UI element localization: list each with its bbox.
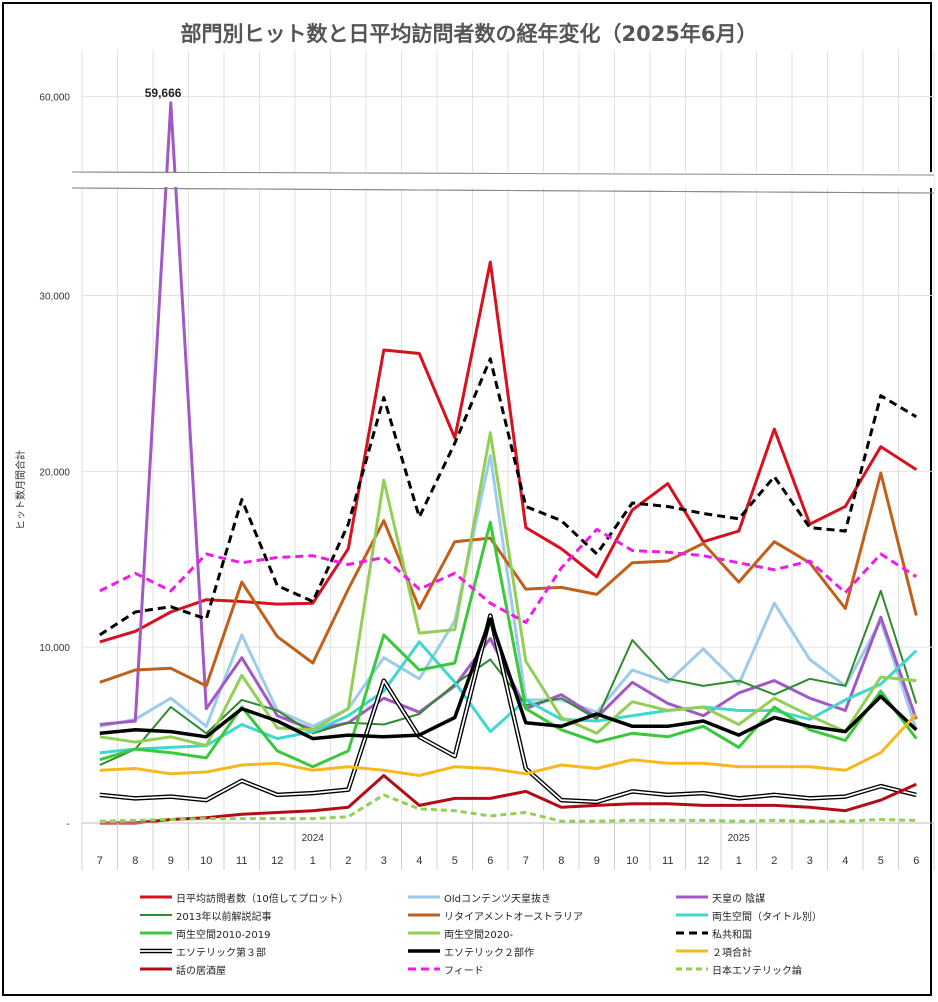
x-tick-label: 5: [878, 855, 884, 867]
legend-label: 両生空間2020-: [444, 930, 514, 941]
year-label: 2025: [728, 833, 751, 844]
y-tick-label: 20,000: [39, 467, 70, 478]
legend-label: フィード: [444, 966, 484, 977]
legend-swatch: [140, 931, 172, 935]
year-label: 2024: [302, 833, 325, 844]
series-line: [99, 527, 918, 624]
legend-label: 天皇の 陰謀: [712, 894, 766, 905]
legend-label: 2013年以前解説記事: [176, 912, 272, 923]
series-line: [99, 617, 918, 741]
x-tick-label: 8: [558, 855, 564, 867]
legend-swatch: [676, 967, 708, 971]
x-tick-label: 7: [97, 855, 103, 867]
y-tick-label: -: [67, 819, 70, 830]
x-tick-label: 8: [132, 855, 138, 867]
x-tick-label: 6: [913, 855, 919, 867]
x-tick-label: 5: [452, 855, 458, 867]
legend-swatch: [408, 913, 440, 917]
series-line: [99, 712, 918, 777]
x-tick-label: 1: [310, 855, 316, 867]
x-tick-label: 12: [697, 855, 709, 867]
chart-title: 部門別ヒット数と日平均訪問者数の経年変化（2025年6月）: [180, 22, 758, 46]
legend-swatch: [408, 967, 440, 971]
legend-swatch: [408, 895, 440, 899]
legend-swatch: [140, 895, 172, 899]
series-lines: [71, 101, 935, 825]
y-tick-label: 10,000: [39, 643, 70, 654]
series-line: [99, 471, 918, 688]
legend-label: リタイアメントオーストラリア: [444, 912, 583, 923]
legend-swatch: [140, 948, 172, 954]
legend-label: 両生空間（タイトル別）: [712, 912, 822, 923]
x-tick-label: 2: [771, 855, 777, 867]
legend-label: 両生空間2010-2019: [176, 930, 271, 941]
x-tick-label: 9: [168, 855, 174, 867]
x-tick-label: 3: [381, 855, 387, 867]
series-line: [99, 793, 917, 823]
legend-label: 日平均訪問者数（10倍してプロット）: [176, 894, 349, 905]
series-line: [99, 614, 917, 803]
legend-label: エソテリック第３部: [176, 948, 266, 959]
x-tick-label: 9: [594, 855, 600, 867]
legend-swatch: [676, 913, 708, 917]
series-line: [98, 357, 918, 637]
x-tick-label: 10: [200, 855, 212, 867]
series-line: [99, 431, 917, 748]
x-tick-label: 11: [662, 855, 673, 867]
x-tick-label: 3: [807, 855, 813, 867]
x-tick-label: 7: [523, 855, 529, 867]
legend-label: Oldコンテンツ天皇抜き: [444, 894, 551, 905]
series-line: [99, 774, 917, 825]
legend-swatch: [408, 949, 440, 953]
x-tick-label: 1: [736, 855, 742, 867]
legend-label: 話の居酒屋: [176, 966, 226, 977]
legend-label: エソテリック２部作: [444, 948, 534, 959]
legend-swatch: [676, 895, 708, 899]
x-tick-label: 12: [271, 855, 283, 867]
y-tick-label: 60,000: [39, 93, 70, 104]
x-tick-label: 10: [626, 855, 638, 867]
legend-swatch: [408, 931, 440, 935]
x-tick-label: 2: [345, 855, 351, 867]
axis-break-mask: [72, 173, 934, 187]
legend-label: 日本エソテリック論: [712, 966, 802, 977]
peak-data-label: 59,666: [145, 86, 182, 100]
x-tick-label: 4: [842, 855, 848, 867]
legend-label: ２項合計: [712, 948, 752, 959]
legend-swatch: [140, 967, 172, 971]
axis-break-line: [71, 187, 935, 194]
legend-swatch: [676, 931, 708, 935]
legend-label: 私共和国: [712, 930, 752, 941]
x-tick-label: 11: [236, 855, 247, 867]
x-tick-label: 6: [487, 855, 493, 867]
legend-swatch: [676, 949, 708, 953]
legend-swatch: [140, 914, 172, 916]
series-line: [99, 454, 918, 731]
y-axis-label: ヒット数月間合計: [14, 450, 27, 530]
axis-break-line: [71, 171, 935, 176]
x-tick-label: 4: [416, 855, 422, 867]
y-tick-label: 30,000: [39, 292, 70, 303]
